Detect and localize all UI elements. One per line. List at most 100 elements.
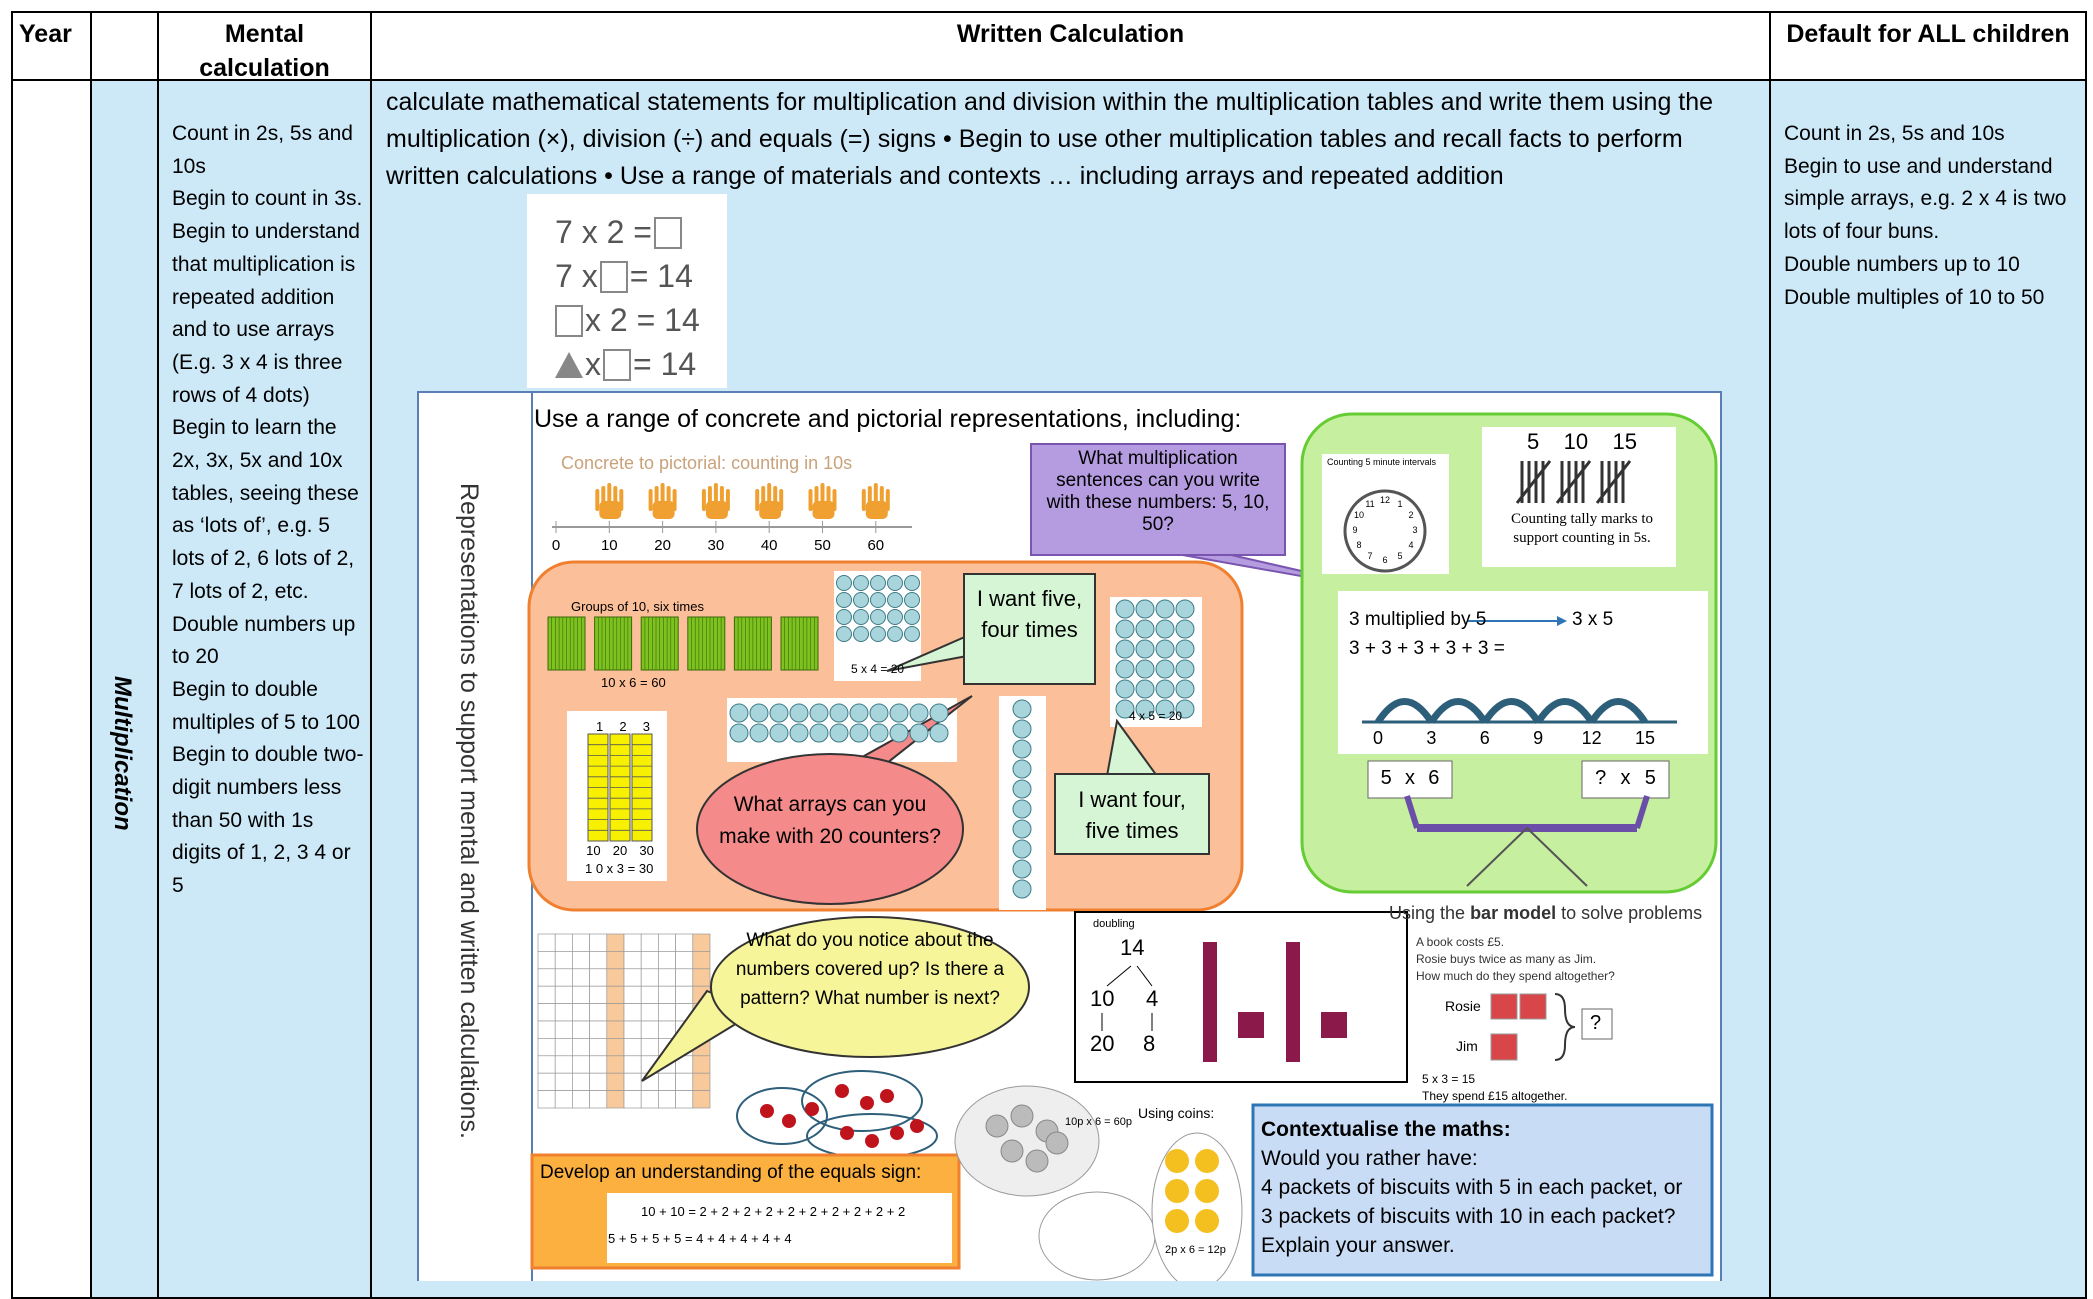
tally-numbers: 5 10 15 [1527,429,1637,455]
square [640,985,659,1004]
doubling-bottom: 8 [1143,1031,1156,1056]
finger [832,489,837,511]
square [606,968,625,987]
finger [885,489,890,511]
finger [779,489,784,511]
counter [1012,879,1032,899]
square [537,1055,556,1074]
unknown-box [1581,1008,1613,1040]
multiplied-eq: 3 x 5 [1572,609,1614,630]
counter [1135,619,1155,639]
context-line: 3 packets of biscuits with 10 in each pa… [1261,1205,1676,1228]
square [589,1020,608,1039]
finger [814,486,819,508]
red-counter [880,1089,894,1103]
counter [1155,619,1175,639]
counter [1012,719,1032,739]
square [675,985,694,1004]
square [589,1003,608,1022]
square [606,1072,625,1091]
square [554,1020,573,1039]
square [572,985,590,1004]
square [640,1003,659,1022]
coin [985,1114,1009,1138]
coin [1010,1104,1034,1128]
counter [1115,679,1135,699]
counter [1155,679,1175,699]
equation-text: 7 x 2 = [555,214,652,250]
equation: x = 14 [555,346,696,383]
counter [929,723,949,743]
coin-group [954,1085,1100,1197]
coin [1025,1149,1049,1173]
counter [836,592,852,608]
square [658,1020,676,1039]
finger [773,486,778,508]
square [658,933,676,952]
counter [1175,599,1195,619]
counter [869,723,889,743]
text: Using the [1389,903,1466,923]
square [572,1055,590,1074]
balance-box [1581,760,1670,799]
clock-number: 6 [1382,555,1388,565]
default-item: Begin to use and understand simple array… [1784,154,2067,244]
clock-number: 10 [1354,510,1365,520]
default-item: Double numbers up to 10 [1784,252,2020,276]
counter [887,592,903,608]
row-label: Multiplication [109,676,136,831]
blank-box [603,348,631,381]
side-label: Representations to support mental and wr… [455,483,483,1139]
array-label: 4 x 5 = 20 [1129,709,1183,723]
equals-line: 5 + 5 + 5 + 5 = 4 + 4 + 4 + 4 + 4 [608,1231,792,1246]
counter-group [736,1087,828,1145]
square [658,951,676,970]
counter [1012,699,1032,719]
counter [836,609,852,625]
yellow-bubble [710,916,1030,1058]
clock-number: 4 [1408,540,1414,550]
counter [904,592,920,608]
coin [1195,1209,1219,1233]
balance-text: 5 [1380,767,1392,789]
default-cell: Count in 2s, 5s and 10s Begin to use and … [1769,79,2087,1299]
counter [1135,599,1155,619]
square [692,1055,711,1074]
square [589,1055,608,1074]
square [537,985,556,1004]
coin [1165,1179,1189,1203]
purple-question: What multiplication sentences can you wr… [1046,448,1270,535]
square [640,933,659,952]
tally [1555,460,1592,504]
balance-leg [1466,827,1528,887]
finger [595,489,600,511]
counter [1012,799,1032,819]
counter [749,723,769,743]
square [623,985,642,1004]
number-line-box [1338,591,1708,754]
clock-number: 7 [1367,550,1373,561]
counter [929,703,949,723]
square [675,968,694,987]
counter [1012,739,1032,759]
square [640,951,659,970]
square [623,1090,642,1109]
counter [904,609,920,625]
balance-text: ? [1595,767,1607,789]
coins-label: 10p x 6 = 60p [1065,1116,1132,1128]
counter [729,723,749,743]
bar [1490,1033,1518,1061]
doubling-mid: 10 [1090,986,1115,1011]
bar-model-line: How much do they spend altogether? [1416,969,1615,983]
square [606,933,625,952]
jump-label: 9 [1533,728,1544,748]
square [640,1090,659,1109]
finger [767,483,772,505]
square [572,933,590,952]
hand [861,483,890,519]
square [537,1020,556,1039]
counter [870,626,886,642]
square [692,951,711,970]
square [589,985,608,1004]
